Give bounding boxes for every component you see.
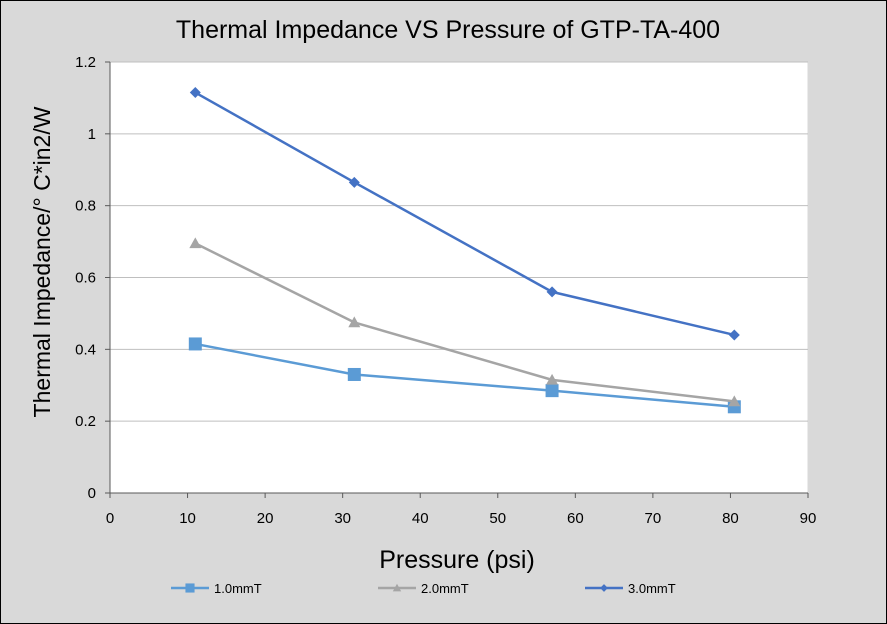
axes	[105, 61, 809, 498]
legend-item: 1.0mmT	[171, 581, 262, 596]
legend-item: 3.0mmT	[585, 581, 676, 596]
legend-marker	[600, 584, 608, 592]
data-point	[546, 373, 559, 385]
y-tick-label: 0.6	[75, 270, 96, 287]
y-tick-label: 0.2	[75, 413, 96, 430]
data-point	[188, 337, 202, 351]
y-tick-label: 0	[88, 485, 96, 502]
legend-item: 2.0mmT	[378, 581, 469, 596]
y-tick-label: 1	[88, 126, 96, 143]
x-tick-label: 90	[800, 510, 817, 527]
legend-marker	[185, 583, 195, 593]
data-point	[189, 237, 202, 249]
chart-title: Thermal Impedance VS Pressure of GTP-TA-…	[176, 16, 720, 44]
data-point	[728, 395, 741, 407]
x-tick-label: 30	[334, 510, 351, 527]
series-line	[194, 91, 735, 337]
series-group	[188, 87, 741, 414]
legend-label: 3.0mmT	[628, 581, 676, 596]
data-point	[189, 87, 201, 99]
x-tick-label: 40	[412, 510, 429, 527]
data-point	[347, 367, 361, 381]
y-tick-labels: 0 0.2 0.4 0.6 0.8 1 1.2	[75, 54, 96, 502]
legend-label: 2.0mmT	[421, 581, 469, 596]
data-point	[348, 176, 360, 188]
x-axis-label: Pressure (psi)	[379, 546, 535, 574]
x-tick-label: 50	[489, 510, 506, 527]
data-point	[348, 316, 361, 328]
data-point	[545, 384, 559, 398]
legend: 1.0mmT 2.0mmT 3.0mmT	[171, 581, 676, 596]
x-tick-label: 0	[106, 510, 114, 527]
x-tick-label: 80	[722, 510, 739, 527]
data-point	[728, 329, 740, 341]
series-line	[194, 242, 735, 403]
legend-marker	[392, 583, 402, 592]
y-axis-label: Thermal Impedance/° C*in2/W	[29, 106, 55, 417]
series-2.0mmT	[189, 237, 741, 407]
series-line	[195, 342, 735, 409]
x-tick-label: 60	[567, 510, 584, 527]
series-1.0mmT	[188, 337, 741, 414]
legend-label: 1.0mmT	[214, 581, 262, 596]
x-tick-label: 10	[179, 510, 196, 527]
y-tick-label: 0.8	[75, 198, 96, 215]
x-tick-label: 70	[645, 510, 662, 527]
data-point	[546, 286, 558, 298]
x-tick-labels: 0 10 20 30 40 50 60 70 80 90	[106, 510, 817, 527]
y-tick-label: 0.4	[75, 341, 96, 358]
x-tick-label: 20	[257, 510, 274, 527]
y-tick-label: 1.2	[75, 54, 96, 71]
series-3.0mmT	[189, 87, 740, 341]
